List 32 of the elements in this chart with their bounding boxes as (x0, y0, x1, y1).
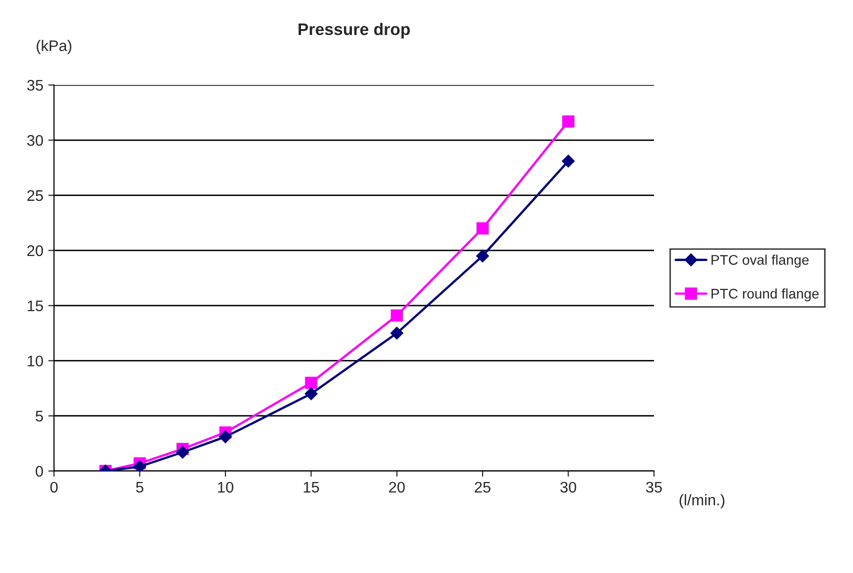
point (133, 460, 146, 471)
legend-label: PTC round flange (712, 288, 819, 302)
point (390, 326, 404, 340)
x-tick-label: 30 (560, 482, 576, 493)
y-tick-label: 30 (27, 135, 43, 146)
point (562, 154, 575, 168)
x-tick-label: 5 (136, 482, 144, 493)
point (305, 376, 318, 389)
point (476, 250, 489, 262)
y-tick-label: 5 (36, 410, 43, 422)
point (176, 446, 189, 459)
x-tick-label: 0 (50, 482, 58, 493)
x-tick-label: 25 (474, 482, 490, 493)
point (304, 387, 318, 400)
point (390, 309, 403, 322)
y-tick-label: 25 (27, 190, 43, 201)
legend-label: PTC oval flange (712, 254, 809, 268)
y-tick-label: 15 (28, 300, 43, 312)
y-tick-label: 35 (27, 80, 43, 91)
x-tick-label: 10 (218, 482, 234, 493)
y-tick-label: 10 (28, 356, 43, 366)
y-axis-title: (kPa) (36, 40, 72, 54)
point (476, 222, 489, 234)
x-tick-label: 35 (646, 482, 662, 493)
point (562, 115, 574, 128)
x-tick-label: 15 (304, 482, 319, 493)
y-tick-label: 20 (27, 245, 43, 256)
point (219, 430, 232, 444)
chart-title: Pressure drop (298, 22, 410, 38)
x-axis-title: (l/min.) (680, 494, 724, 508)
x-tick-label: 20 (389, 482, 405, 493)
y-tick-label: 0 (36, 466, 43, 477)
